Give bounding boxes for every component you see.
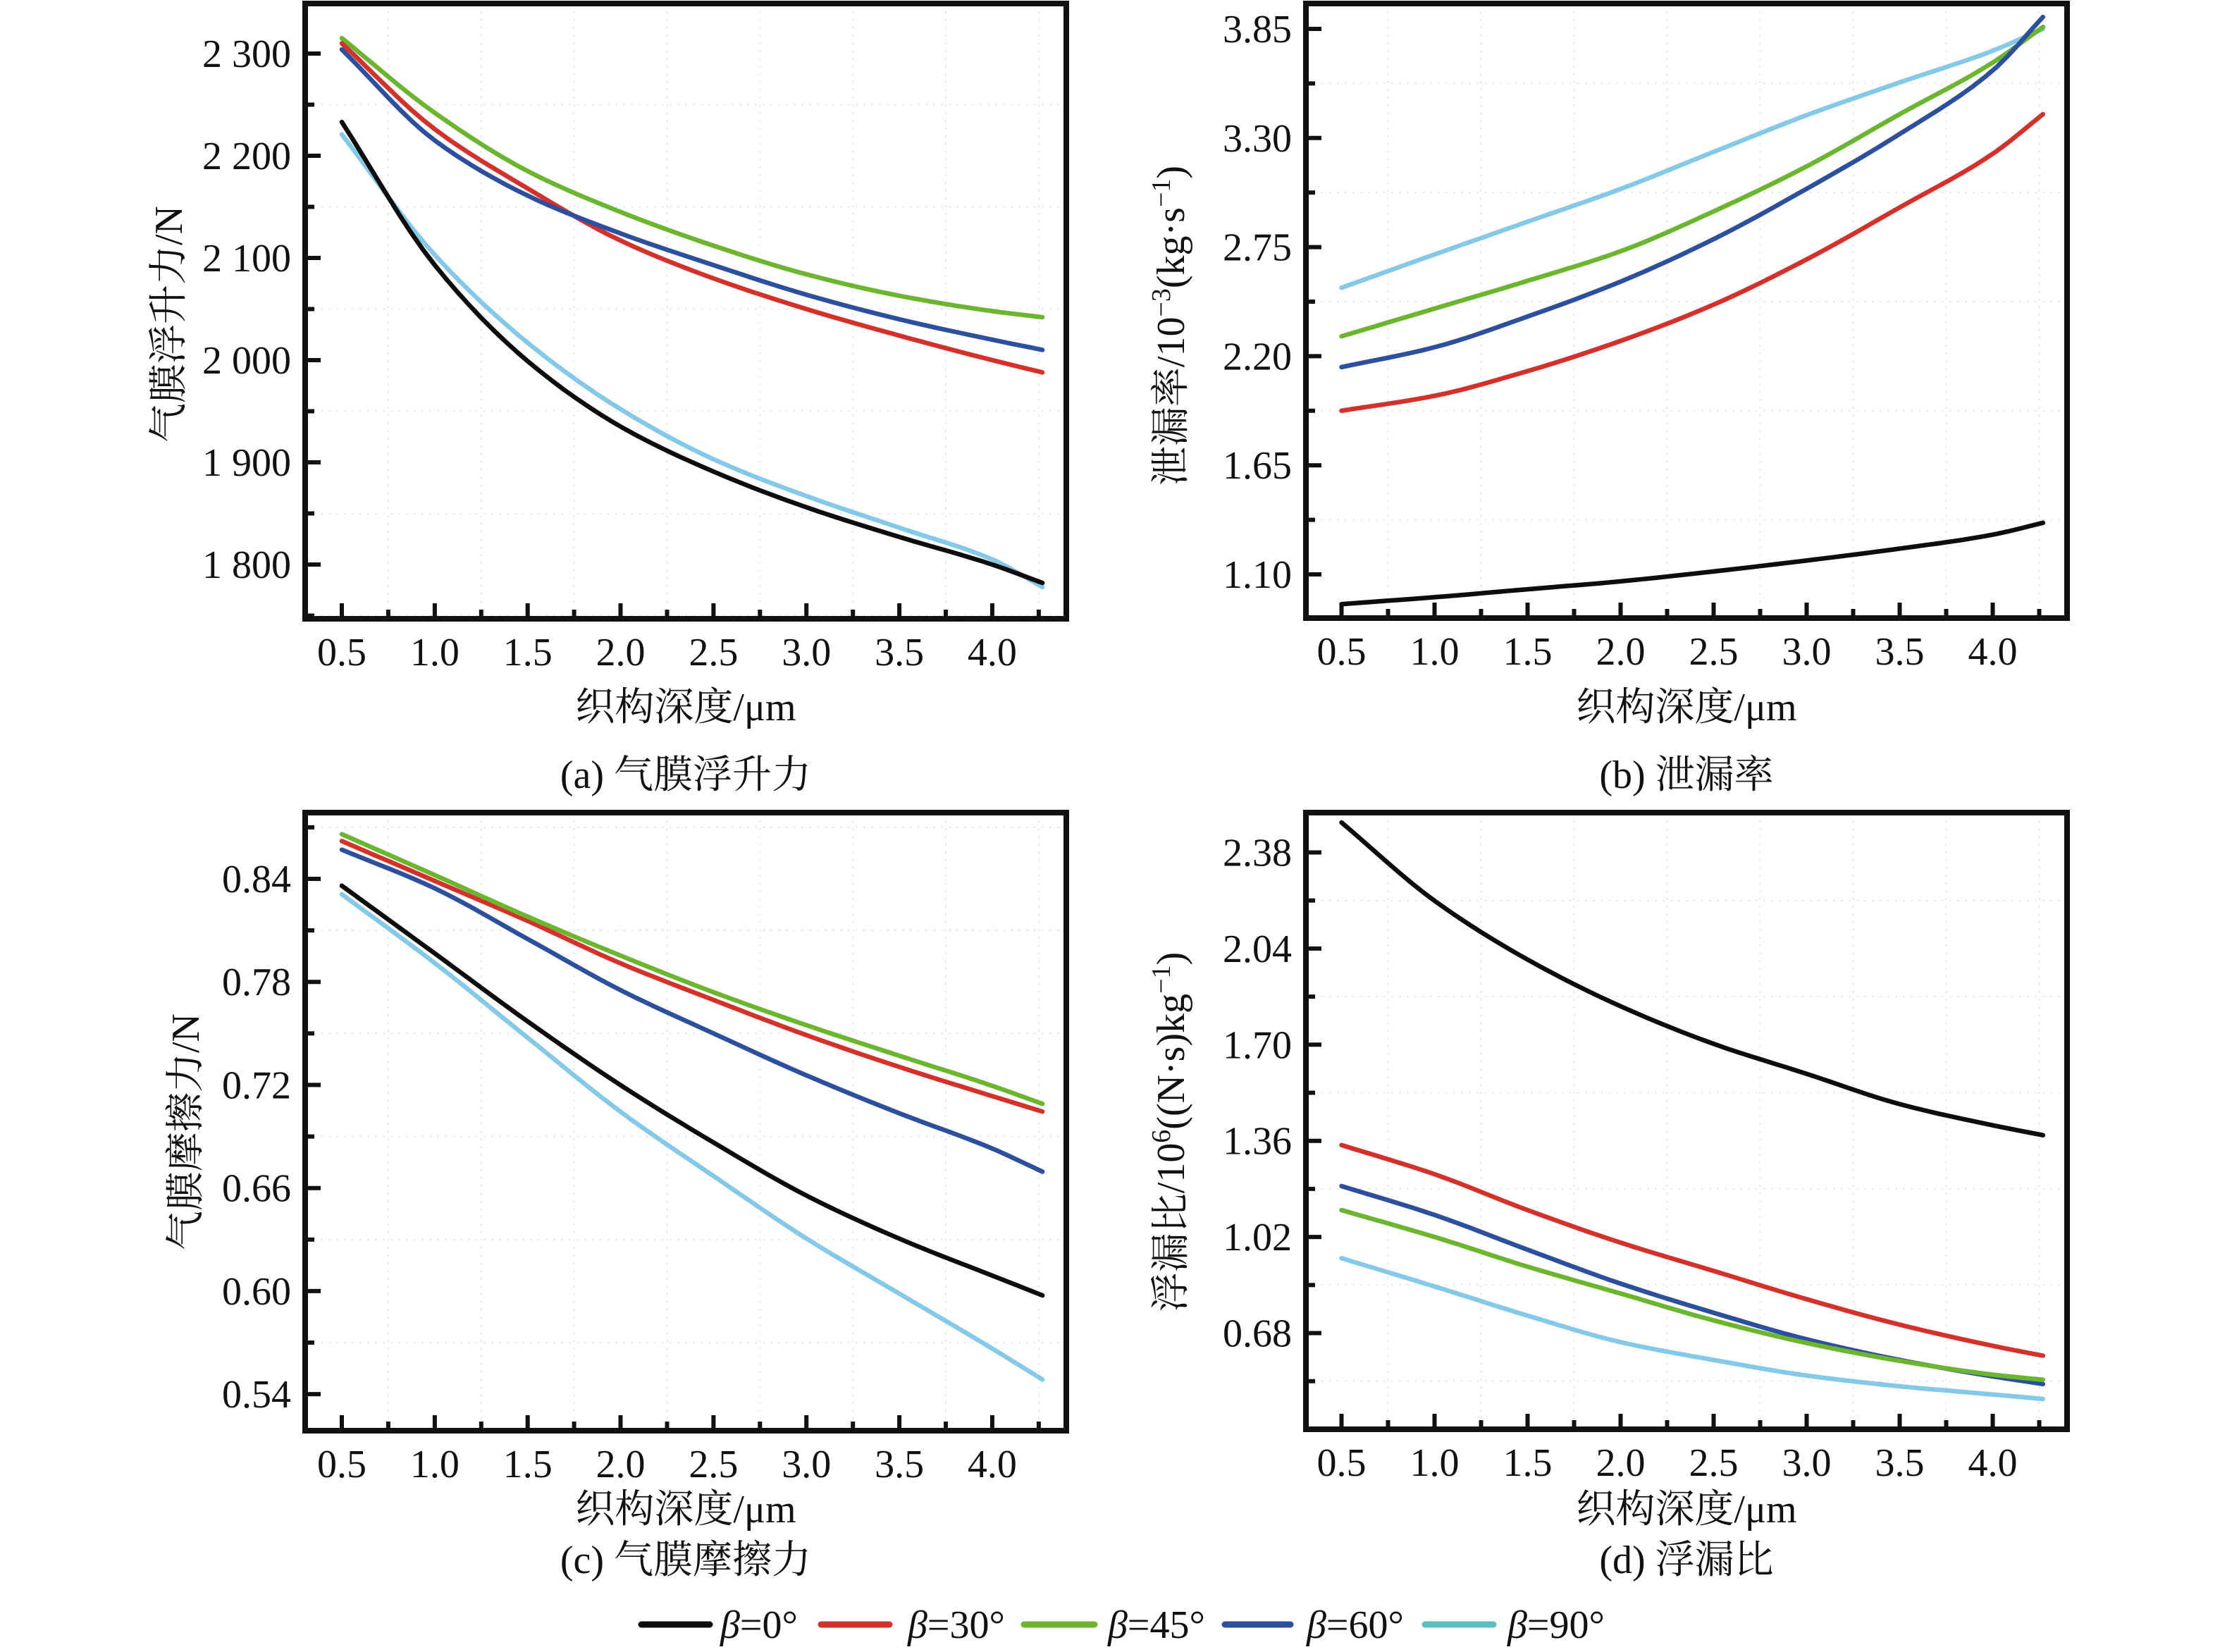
svg-text:−1: −1 bbox=[1147, 965, 1176, 993]
svg-text:3.85: 3.85 bbox=[1223, 8, 1292, 51]
svg-text:1.5: 1.5 bbox=[1503, 630, 1553, 674]
svg-text:(b): (b) bbox=[1599, 753, 1645, 797]
svg-text:0.66: 0.66 bbox=[222, 1167, 291, 1211]
svg-text:/10: /10 bbox=[1149, 317, 1193, 368]
svg-text:(c): (c) bbox=[560, 1539, 604, 1582]
svg-text:1 800: 1 800 bbox=[202, 543, 291, 587]
svg-text:2.5: 2.5 bbox=[689, 631, 738, 674]
svg-text:): ) bbox=[1149, 166, 1193, 179]
svg-text:/N: /N bbox=[164, 1013, 208, 1053]
svg-text:/10: /10 bbox=[1149, 1143, 1193, 1194]
svg-text:1.5: 1.5 bbox=[503, 1443, 553, 1486]
svg-text:β=0°: β=0° bbox=[720, 1603, 798, 1647]
svg-text:4.0: 4.0 bbox=[1968, 1441, 2018, 1485]
svg-text:2.75: 2.75 bbox=[1223, 226, 1292, 270]
svg-text:2.5: 2.5 bbox=[689, 1443, 738, 1486]
svg-text:1.70: 1.70 bbox=[1223, 1023, 1292, 1067]
svg-text:2.0: 2.0 bbox=[1596, 630, 1646, 674]
svg-text:β=30°: β=30° bbox=[907, 1603, 1005, 1647]
svg-text:1.0: 1.0 bbox=[1410, 1441, 1460, 1485]
svg-text:2.5: 2.5 bbox=[1689, 1441, 1739, 1485]
svg-text:1.5: 1.5 bbox=[503, 631, 553, 674]
svg-text:6: 6 bbox=[1147, 1130, 1176, 1143]
svg-text:0.5: 0.5 bbox=[317, 1443, 366, 1486]
svg-text:): ) bbox=[1149, 952, 1193, 966]
svg-text:1 900: 1 900 bbox=[202, 441, 291, 485]
svg-text:1.0: 1.0 bbox=[410, 631, 460, 674]
svg-text:4.0: 4.0 bbox=[968, 631, 1017, 674]
svg-text:/μm: /μm bbox=[733, 686, 796, 729]
svg-text:(d): (d) bbox=[1599, 1539, 1645, 1582]
svg-text:3.0: 3.0 bbox=[782, 631, 831, 674]
svg-text:/μm: /μm bbox=[1734, 1488, 1796, 1531]
svg-text:β=60°: β=60° bbox=[1306, 1603, 1404, 1647]
svg-text:0.72: 0.72 bbox=[222, 1064, 291, 1107]
svg-text:0.84: 0.84 bbox=[222, 858, 291, 901]
svg-text:2.38: 2.38 bbox=[1223, 832, 1292, 875]
svg-text:3.5: 3.5 bbox=[1875, 1441, 1925, 1485]
svg-text:1.0: 1.0 bbox=[1410, 630, 1460, 674]
svg-text:2.0: 2.0 bbox=[596, 631, 646, 674]
svg-text:0.68: 0.68 bbox=[1223, 1312, 1292, 1356]
svg-text:/μm: /μm bbox=[1734, 686, 1796, 729]
svg-text:/N: /N bbox=[147, 206, 191, 245]
svg-text:(a): (a) bbox=[560, 753, 604, 797]
svg-text:3.5: 3.5 bbox=[1875, 630, 1925, 674]
svg-text:3.30: 3.30 bbox=[1223, 117, 1292, 161]
svg-text:2.0: 2.0 bbox=[596, 1443, 646, 1486]
svg-text:0.5: 0.5 bbox=[1317, 630, 1367, 674]
svg-text:β=90°: β=90° bbox=[1507, 1603, 1605, 1647]
svg-text:2.0: 2.0 bbox=[1596, 1441, 1646, 1485]
svg-text:1.36: 1.36 bbox=[1223, 1120, 1292, 1164]
svg-text:2 300: 2 300 bbox=[202, 32, 291, 76]
svg-text:1.5: 1.5 bbox=[1503, 1441, 1553, 1485]
svg-text:0.78: 0.78 bbox=[222, 961, 291, 1004]
svg-text:3.0: 3.0 bbox=[782, 1443, 831, 1486]
svg-text:2 000: 2 000 bbox=[202, 339, 291, 383]
svg-text:4.0: 4.0 bbox=[1968, 630, 2018, 674]
svg-text:((N·s)kg: ((N·s)kg bbox=[1149, 994, 1193, 1130]
svg-text:3.5: 3.5 bbox=[875, 1443, 924, 1486]
svg-text:(kg·s: (kg·s bbox=[1149, 207, 1193, 288]
svg-text:/μm: /μm bbox=[733, 1488, 796, 1531]
svg-text:1.0: 1.0 bbox=[410, 1443, 460, 1486]
svg-text:1.10: 1.10 bbox=[1223, 553, 1292, 597]
svg-text:0.5: 0.5 bbox=[1317, 1441, 1367, 1485]
svg-text:2.04: 2.04 bbox=[1223, 927, 1292, 971]
svg-text:3.0: 3.0 bbox=[1782, 630, 1832, 674]
svg-text:1.65: 1.65 bbox=[1223, 444, 1292, 488]
svg-text:3.0: 3.0 bbox=[1782, 1441, 1832, 1485]
svg-text:0.54: 0.54 bbox=[222, 1373, 291, 1417]
svg-text:2.5: 2.5 bbox=[1689, 630, 1739, 674]
svg-text:0.5: 0.5 bbox=[317, 631, 366, 674]
svg-text:2.20: 2.20 bbox=[1223, 335, 1292, 378]
svg-text:2 100: 2 100 bbox=[202, 237, 291, 281]
svg-text:β=45°: β=45° bbox=[1107, 1603, 1205, 1647]
svg-text:2 200: 2 200 bbox=[202, 135, 291, 178]
svg-text:4.0: 4.0 bbox=[968, 1443, 1017, 1486]
svg-text:1.02: 1.02 bbox=[1223, 1216, 1292, 1259]
svg-text:−3: −3 bbox=[1147, 288, 1176, 316]
svg-text:0.60: 0.60 bbox=[222, 1270, 291, 1314]
svg-text:3.5: 3.5 bbox=[875, 631, 924, 674]
svg-text:−1: −1 bbox=[1147, 179, 1176, 207]
